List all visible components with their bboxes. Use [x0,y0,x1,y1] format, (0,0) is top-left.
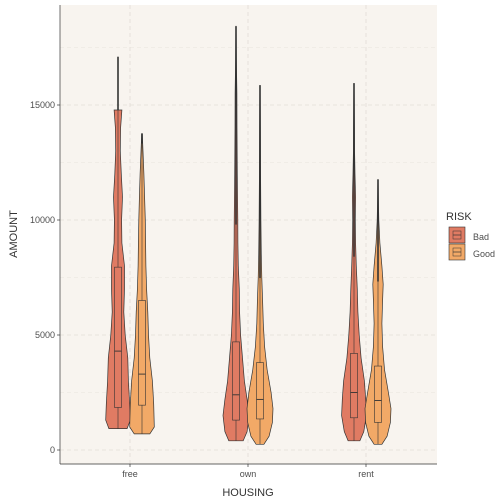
legend-entry-bad: Bad [448,226,489,244]
legend-label-bad: Bad [473,232,489,242]
legend: RISK Bad Good [446,211,495,261]
y-axis-title: AMOUNT [8,210,20,258]
y-tick-label: 15000 [30,100,55,110]
legend-key-good [448,243,466,261]
legend-label-good: Good [473,249,495,259]
legend-entry-good: Good [448,243,495,261]
legend-title: RISK [446,211,472,223]
x-tick-label-own: own [240,469,257,479]
x-ticks: free own rent [122,464,374,479]
y-tick-label: 0 [50,445,55,455]
boxplots [114,26,382,445]
x-axis-title: HOUSING [222,487,273,499]
violin-bad-free [105,109,131,429]
y-tick-label: 5000 [35,330,55,340]
x-tick-label-rent: rent [358,469,374,479]
y-tick-label: 10000 [30,215,55,225]
x-tick-label-free: free [122,469,138,479]
legend-key-bad [448,226,466,244]
y-ticks: 0 5000 10000 15000 [30,100,60,455]
